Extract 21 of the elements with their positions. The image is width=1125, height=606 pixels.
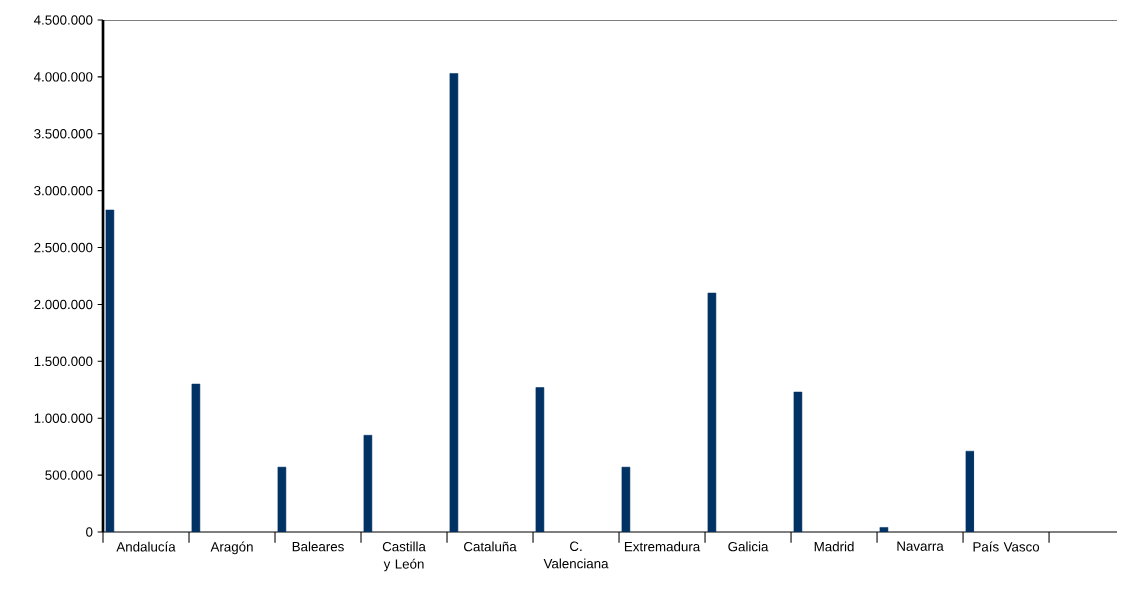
x-tick-label: Extremadura [624, 541, 701, 552]
x-tick-label: Baleares [292, 541, 344, 552]
y-tick-label: 3.000.000 [34, 185, 93, 196]
y-tick-label: 1.000.000 [34, 413, 93, 423]
x-tick-label: Andalucía [116, 541, 176, 552]
x-tick-label: Madrid [814, 541, 854, 552]
x-tick-label: C. Valenciana [543, 541, 609, 569]
x-tick-label: Galicia [728, 541, 769, 552]
y-tick-label: 4.000.000 [33, 72, 93, 82]
y-tick-label: 2.000.000 [34, 299, 93, 310]
y-tick-label: 1.500.000 [34, 356, 93, 367]
x-tick-label: Navarra [897, 541, 944, 551]
x-tick-label: Aragón [210, 541, 253, 555]
x-tick-label: País Vasco [973, 541, 1040, 552]
y-tick-label: 4.500.000 [33, 15, 93, 25]
y-tick-label: 3.500.000 [34, 129, 93, 139]
x-tick-label: Castilla y León [382, 541, 426, 572]
y-tick-label: 500.000 [45, 470, 93, 480]
x-tick-label: Cataluña [464, 541, 517, 552]
y-tick-label: 2.500.000 [34, 242, 93, 253]
y-tick-label: 0 [86, 527, 93, 537]
